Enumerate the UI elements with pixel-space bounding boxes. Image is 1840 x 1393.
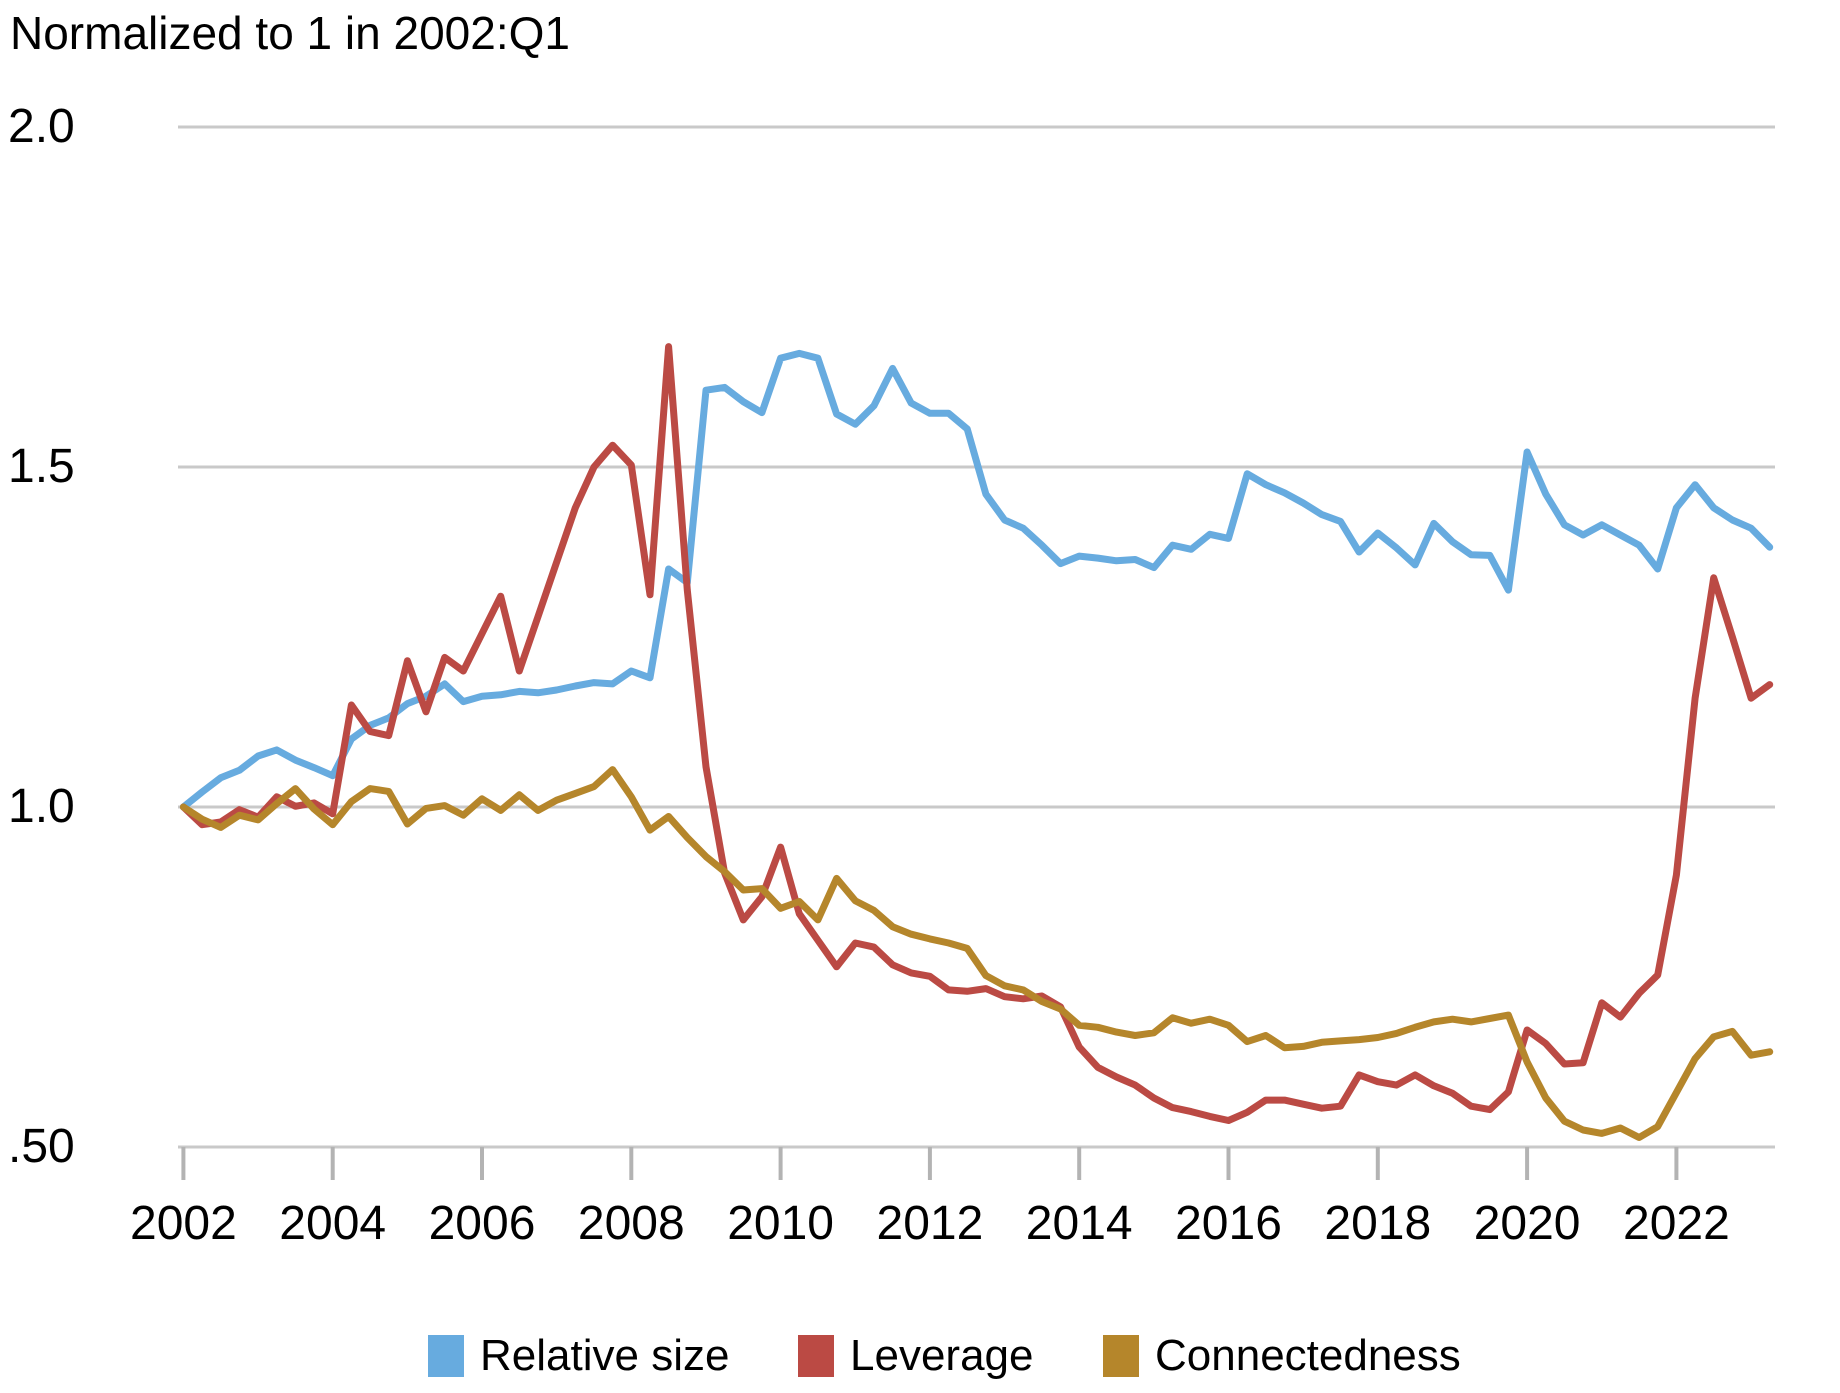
leverage-swatch xyxy=(798,1335,834,1377)
x-tick-label: 2020 xyxy=(1473,1197,1581,1250)
legend: Relative size Leverage Connectedness xyxy=(0,1330,1840,1386)
series-line-leverage xyxy=(179,343,1774,1124)
x-tick-label: 2008 xyxy=(577,1197,685,1250)
legend-item-connectedness: Connectedness xyxy=(1103,1330,1461,1382)
x-tick-label: 2006 xyxy=(428,1197,536,1250)
x-tick-label: 2022 xyxy=(1623,1197,1730,1250)
legend-label: Relative size xyxy=(480,1331,730,1380)
series-line-relative-size xyxy=(179,349,1774,811)
legend-item-leverage: Leverage xyxy=(798,1330,1033,1382)
connectedness-swatch xyxy=(1103,1335,1139,1377)
y-tick-label: 1.5 xyxy=(8,440,75,493)
y-tick-label: .50 xyxy=(8,1120,75,1173)
legend-item-relative-size: Relative size xyxy=(428,1330,729,1382)
x-tick-label: 2016 xyxy=(1175,1197,1282,1250)
chart-title: Normalized to 1 in 2002:Q1 xyxy=(10,7,570,59)
x-tick-label: 2018 xyxy=(1324,1197,1432,1250)
x-tick-label: 2004 xyxy=(279,1197,387,1250)
x-tick-label: 2002 xyxy=(130,1197,237,1250)
y-tick-label: 2.0 xyxy=(8,100,75,153)
relative-size-swatch xyxy=(428,1335,464,1377)
x-tick-label: 2012 xyxy=(876,1197,984,1250)
legend-label: Connectedness xyxy=(1155,1331,1461,1380)
legend-label: Leverage xyxy=(850,1331,1034,1380)
x-tick-label: 2014 xyxy=(1025,1197,1133,1250)
x-tick-label: 2010 xyxy=(727,1197,834,1250)
series-line-connectedness xyxy=(179,766,1774,1141)
y-tick-label: 1.0 xyxy=(8,780,75,833)
